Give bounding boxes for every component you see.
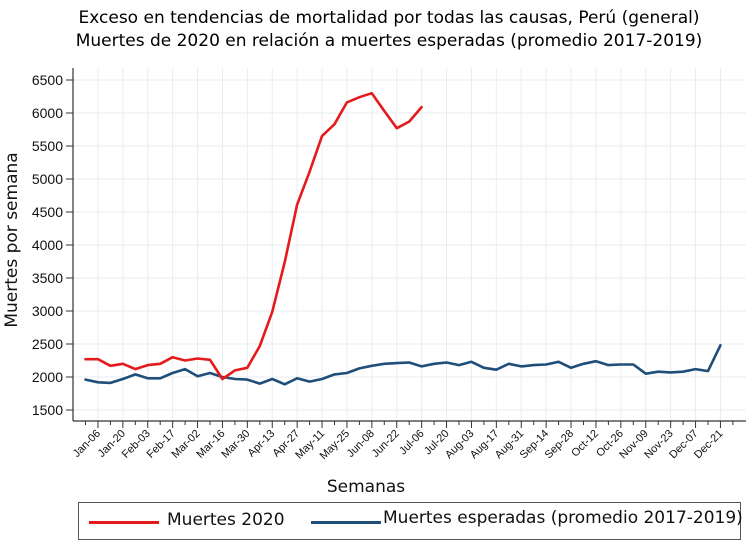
- y-tick-label: 6000: [32, 105, 63, 121]
- y-tick-label: 4000: [32, 237, 63, 253]
- x-tick-label: Jul-06: [397, 428, 427, 458]
- series-line-muertes-esperadas: [84, 343, 722, 386]
- x-axis-title: Semanas: [327, 477, 405, 497]
- chart-title: Exceso en tendencias de mortalidad por t…: [78, 8, 700, 28]
- y-tick-label: 1500: [32, 402, 63, 418]
- chart-subtitle: Muertes de 2020 en relación a muertes es…: [75, 31, 703, 51]
- y-axis-title: Muertes por semana: [2, 152, 22, 327]
- legend-swatch-muertes-esperadas: [311, 521, 381, 524]
- x-tick-label: Oct-12: [569, 428, 601, 460]
- y-tick-label: 4500: [32, 204, 63, 220]
- series-line-muertes-2020: [84, 91, 423, 381]
- y-tick-label: 3500: [32, 270, 63, 286]
- x-tick-label: Jun-22: [370, 428, 402, 460]
- legend-swatch-muertes-2020: [89, 521, 159, 524]
- y-tick-label: 5500: [32, 138, 63, 154]
- legend-label-muertes-2020: Muertes 2020: [167, 510, 285, 530]
- legend: Muertes 2020 Muertes esperadas (promedio…: [78, 502, 743, 540]
- y-tick-label: 3000: [32, 303, 63, 319]
- legend-label-muertes-esperadas: Muertes esperadas (promedio 2017-2019): [383, 508, 743, 528]
- y-tick-label: 2500: [32, 336, 63, 352]
- y-tick-label: 5000: [32, 171, 63, 187]
- y-tick-label: 2000: [32, 369, 63, 385]
- y-tick-label: 6500: [32, 72, 63, 88]
- x-tick-label: Apr-13: [246, 428, 278, 460]
- x-tick-label: Mar-30: [219, 428, 252, 461]
